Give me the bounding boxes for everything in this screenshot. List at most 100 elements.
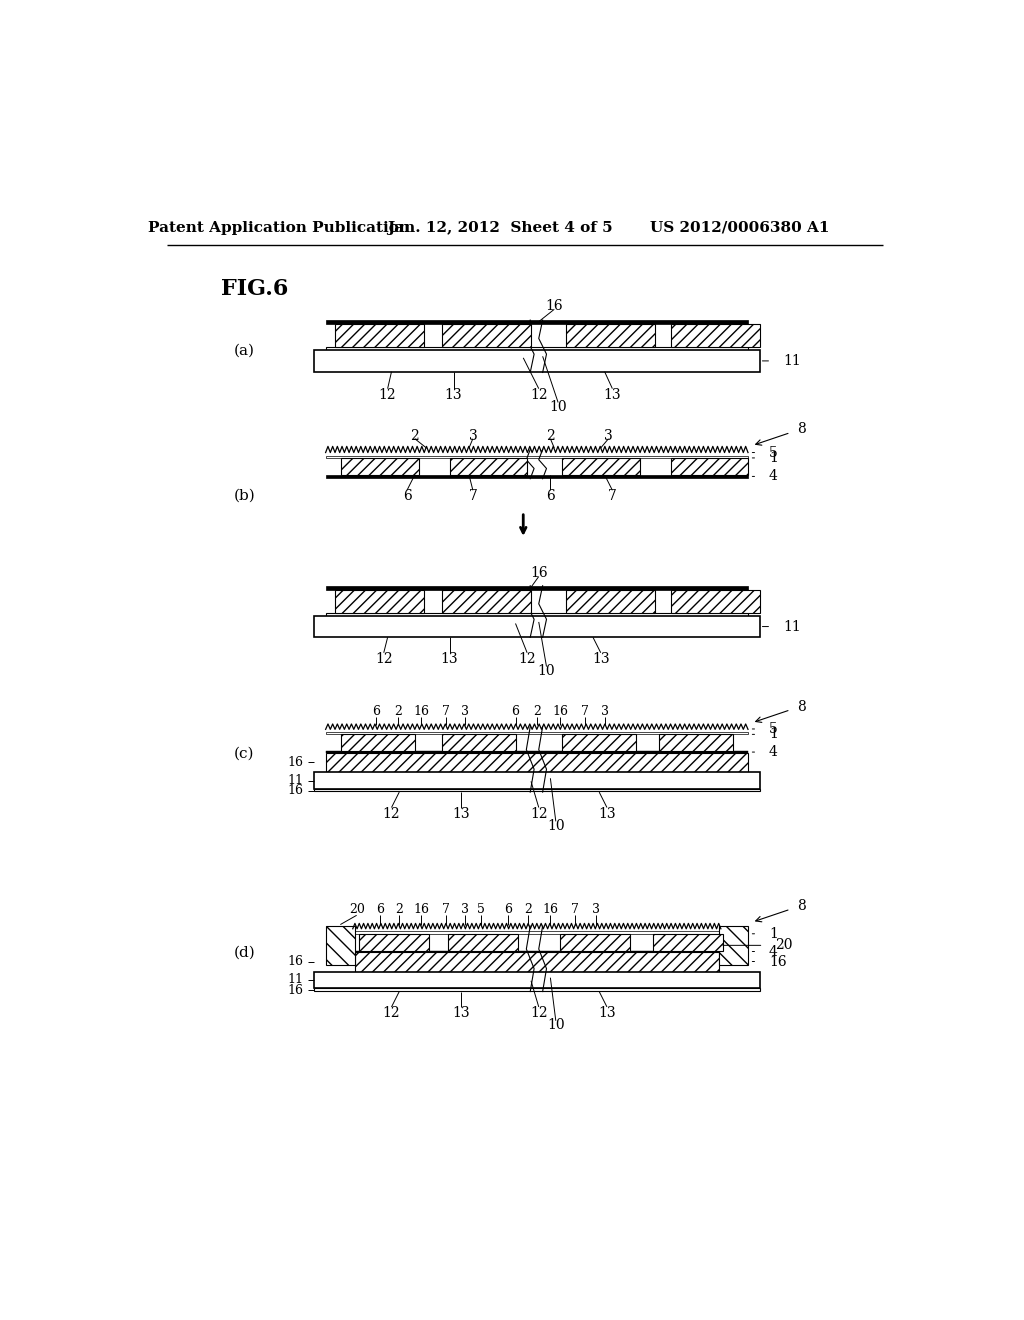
Bar (562, 734, 636, 751)
Text: 3: 3 (592, 903, 600, 916)
Bar (314, 789, 760, 792)
Text: 12: 12 (383, 1006, 400, 1020)
Bar (326, 751, 748, 752)
Bar (335, 590, 424, 612)
Text: 10: 10 (538, 664, 555, 678)
Bar (671, 458, 748, 475)
Text: FIG.6: FIG.6 (220, 279, 288, 301)
Bar (326, 321, 748, 323)
Bar (326, 586, 748, 590)
Text: 16: 16 (769, 954, 786, 969)
Text: 7: 7 (608, 490, 616, 503)
Text: 7: 7 (441, 903, 450, 916)
Text: 3: 3 (601, 705, 608, 718)
Text: 13: 13 (598, 807, 615, 821)
Bar (449, 933, 518, 950)
Text: Patent Application Publication: Patent Application Publication (148, 220, 411, 235)
Text: 1: 1 (769, 451, 778, 465)
Bar (653, 933, 723, 950)
Text: 2: 2 (546, 429, 555, 442)
Text: 1: 1 (769, 927, 778, 941)
Bar (719, 927, 748, 965)
Text: 16: 16 (546, 300, 563, 313)
Text: 6: 6 (512, 705, 519, 718)
Text: 10: 10 (547, 1019, 564, 1032)
Text: 20: 20 (775, 939, 793, 952)
Text: 3: 3 (461, 903, 469, 916)
Text: 16: 16 (288, 983, 304, 997)
Text: 11: 11 (288, 973, 304, 986)
Bar (671, 323, 760, 347)
Text: 13: 13 (444, 388, 462, 401)
Text: 16: 16 (288, 755, 304, 768)
Bar (326, 475, 748, 478)
Bar (658, 734, 732, 751)
Bar (355, 952, 719, 972)
Bar (671, 590, 760, 612)
Bar (566, 323, 655, 347)
Text: (d): (d) (233, 946, 255, 960)
Text: 13: 13 (598, 1006, 615, 1020)
Bar (314, 972, 760, 989)
Text: 16: 16 (553, 705, 568, 718)
Text: 3: 3 (461, 705, 469, 718)
Bar (341, 458, 419, 475)
Text: 2: 2 (395, 903, 403, 916)
Text: (c): (c) (234, 747, 255, 760)
Text: 11: 11 (288, 774, 304, 787)
Bar (442, 323, 531, 347)
Bar (326, 612, 748, 615)
Text: 12: 12 (383, 807, 400, 821)
Text: 4: 4 (769, 945, 778, 958)
Text: 5: 5 (477, 903, 484, 916)
Bar (326, 455, 748, 458)
Text: (a): (a) (233, 345, 255, 358)
Bar (560, 933, 630, 950)
Text: 2: 2 (411, 429, 419, 442)
Text: 12: 12 (530, 1006, 548, 1020)
Text: (b): (b) (233, 488, 255, 503)
Text: 4: 4 (769, 470, 778, 483)
Text: 16: 16 (530, 566, 548, 581)
Text: 16: 16 (413, 705, 429, 718)
Text: 4: 4 (769, 744, 778, 759)
Text: 3: 3 (469, 429, 477, 442)
Bar (314, 989, 760, 991)
Bar (562, 458, 640, 475)
Text: 6: 6 (402, 490, 412, 503)
Bar (566, 590, 655, 612)
Text: 13: 13 (592, 652, 609, 665)
Text: 6: 6 (504, 903, 512, 916)
Text: 7: 7 (441, 705, 450, 718)
Text: 8: 8 (797, 899, 806, 913)
Text: 11: 11 (783, 354, 801, 368)
Text: 13: 13 (453, 1006, 470, 1020)
Text: 7: 7 (582, 705, 589, 718)
Text: 1: 1 (769, 727, 778, 742)
Bar (359, 933, 429, 950)
Text: 5: 5 (769, 446, 777, 459)
Text: 8: 8 (797, 422, 806, 437)
Text: 13: 13 (453, 807, 470, 821)
Text: 12: 12 (530, 388, 548, 401)
Bar (326, 752, 748, 772)
Bar (450, 458, 527, 475)
Text: 2: 2 (394, 705, 401, 718)
Text: 11: 11 (783, 619, 801, 634)
Bar (355, 932, 719, 933)
Text: 2: 2 (534, 705, 541, 718)
Text: 13: 13 (440, 652, 459, 665)
Text: 12: 12 (530, 807, 548, 821)
Text: 16: 16 (413, 903, 429, 916)
Text: 6: 6 (546, 490, 555, 503)
Bar (314, 616, 760, 638)
Bar (326, 927, 355, 965)
Bar (341, 734, 415, 751)
Text: 13: 13 (603, 388, 622, 401)
Text: 3: 3 (604, 429, 613, 442)
Text: 10: 10 (549, 400, 567, 414)
Text: 16: 16 (543, 903, 558, 916)
Text: 12: 12 (379, 388, 396, 401)
Text: 6: 6 (376, 903, 384, 916)
Text: 10: 10 (547, 818, 564, 833)
